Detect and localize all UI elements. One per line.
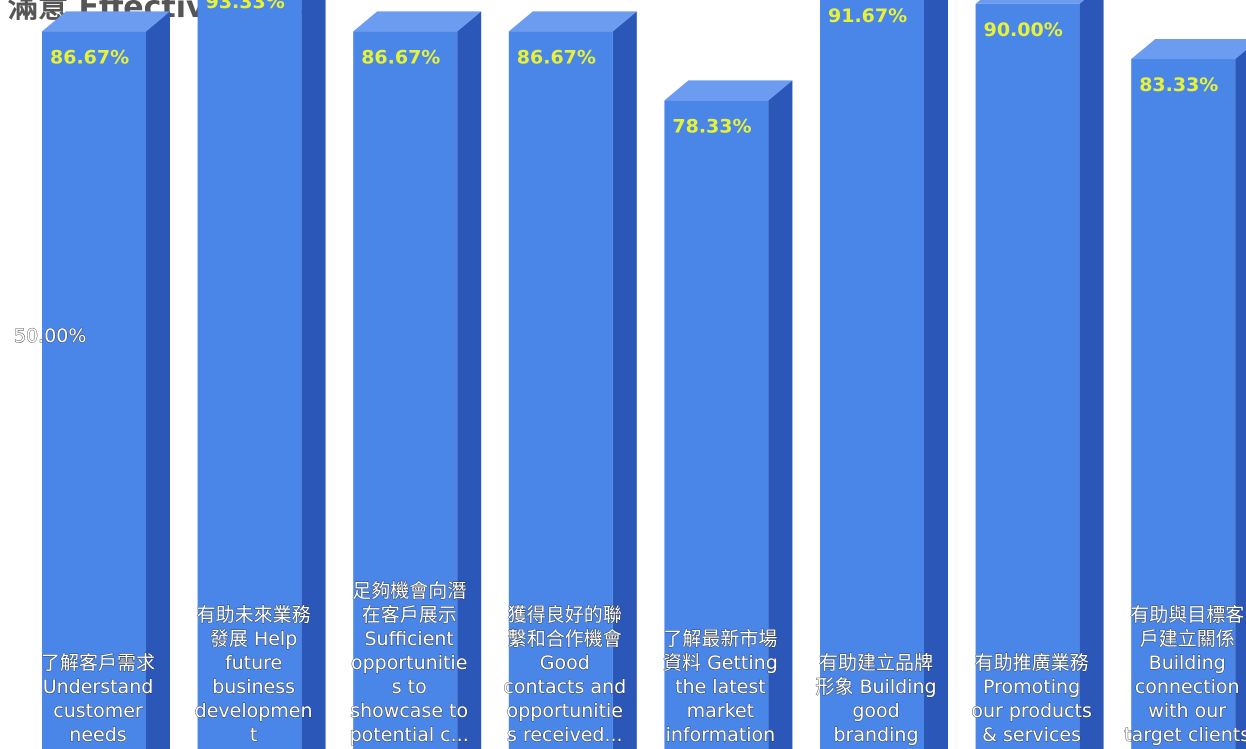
bar-top bbox=[353, 11, 482, 32]
bar-value-label: 86.67% bbox=[517, 46, 596, 68]
bar-value-label: 90.00% bbox=[984, 19, 1063, 41]
bar-side bbox=[768, 80, 793, 749]
bar bbox=[1131, 59, 1236, 749]
bar-side bbox=[924, 0, 948, 749]
bar-group: 86.67% 足夠機會向潛在客戶展示 Sufficient opportunitie s… bbox=[349, 11, 482, 749]
category-label: 有助推廣業務 Promoting our products & services bbox=[971, 652, 1092, 746]
bar-top bbox=[975, 0, 1085, 4]
bar-side bbox=[146, 11, 170, 749]
bar-group: 86.67% 獲得良好的聯繫和合作機會 Good contacts and opport… bbox=[503, 11, 637, 749]
bar-group: 86.67% 了解客戶需求 Understand customer needs bbox=[41, 11, 170, 749]
bar bbox=[975, 3, 1080, 749]
bars-layer: 86.67% 了解客戶需求 Understand customer needs 93.33… bbox=[41, 0, 1246, 749]
bar bbox=[664, 100, 769, 749]
bar-group: 83.33% 有助與目標客戶建立關係 Building connection with … bbox=[1124, 39, 1246, 749]
category-label: 足夠機會向潛在客戶展示 Sufficient opportunitie s to sho… bbox=[350, 580, 469, 746]
bar-value-label: 86.67% bbox=[50, 46, 129, 68]
category-label: 有助未來業務發展 Help future business developmen t bbox=[195, 604, 313, 746]
category-label: 了解客戶需求 Understand customer needs bbox=[41, 652, 155, 746]
bar bbox=[42, 31, 146, 749]
bar-value-label: 78.33% bbox=[672, 115, 751, 137]
bar-value-label: 86.67% bbox=[361, 46, 440, 68]
bar bbox=[820, 0, 924, 749]
y-axis: 50.00% bbox=[14, 325, 87, 348]
category-label: 獲得良好的聯繫和合作機會 Good contacts and opportunitie… bbox=[503, 604, 626, 746]
bar-side bbox=[457, 11, 482, 749]
bar-top bbox=[1131, 39, 1246, 60]
bar bbox=[353, 31, 458, 749]
bar-side bbox=[612, 11, 637, 749]
bar bbox=[508, 31, 613, 749]
bar-value-label: 93.33% bbox=[206, 0, 285, 13]
category-label: 有助與目標客戶建立關係 Building connection with our tar… bbox=[1124, 604, 1246, 746]
category-label: 有助建立品牌形象 Building good branding bbox=[815, 652, 936, 746]
bar-side bbox=[1235, 50, 1246, 749]
bar-group: 93.33% 有助未來業務發展 Help future business develop… bbox=[194, 0, 326, 749]
bar-side bbox=[301, 0, 326, 749]
bar-value-label: 91.67% bbox=[828, 5, 907, 27]
bar-side bbox=[1079, 0, 1104, 749]
bar-top bbox=[664, 80, 793, 101]
category-label: 了解最新市場資料 Getting the latest market informat… bbox=[663, 628, 778, 746]
bar-group: 90.00% 有助推廣業務 Promoting our products & servi… bbox=[971, 0, 1104, 749]
bar-top bbox=[508, 11, 637, 32]
bar-value-label: 83.33% bbox=[1139, 74, 1218, 96]
y-tick-label: 50.00% bbox=[14, 325, 86, 347]
bar-group: 78.33% 了解最新市場資料 Getting the latest market in… bbox=[663, 80, 793, 749]
bar bbox=[197, 0, 302, 749]
bar-top bbox=[42, 11, 170, 32]
bar-group: 91.67% 有助建立品牌形象 Building good branding bbox=[815, 0, 948, 749]
